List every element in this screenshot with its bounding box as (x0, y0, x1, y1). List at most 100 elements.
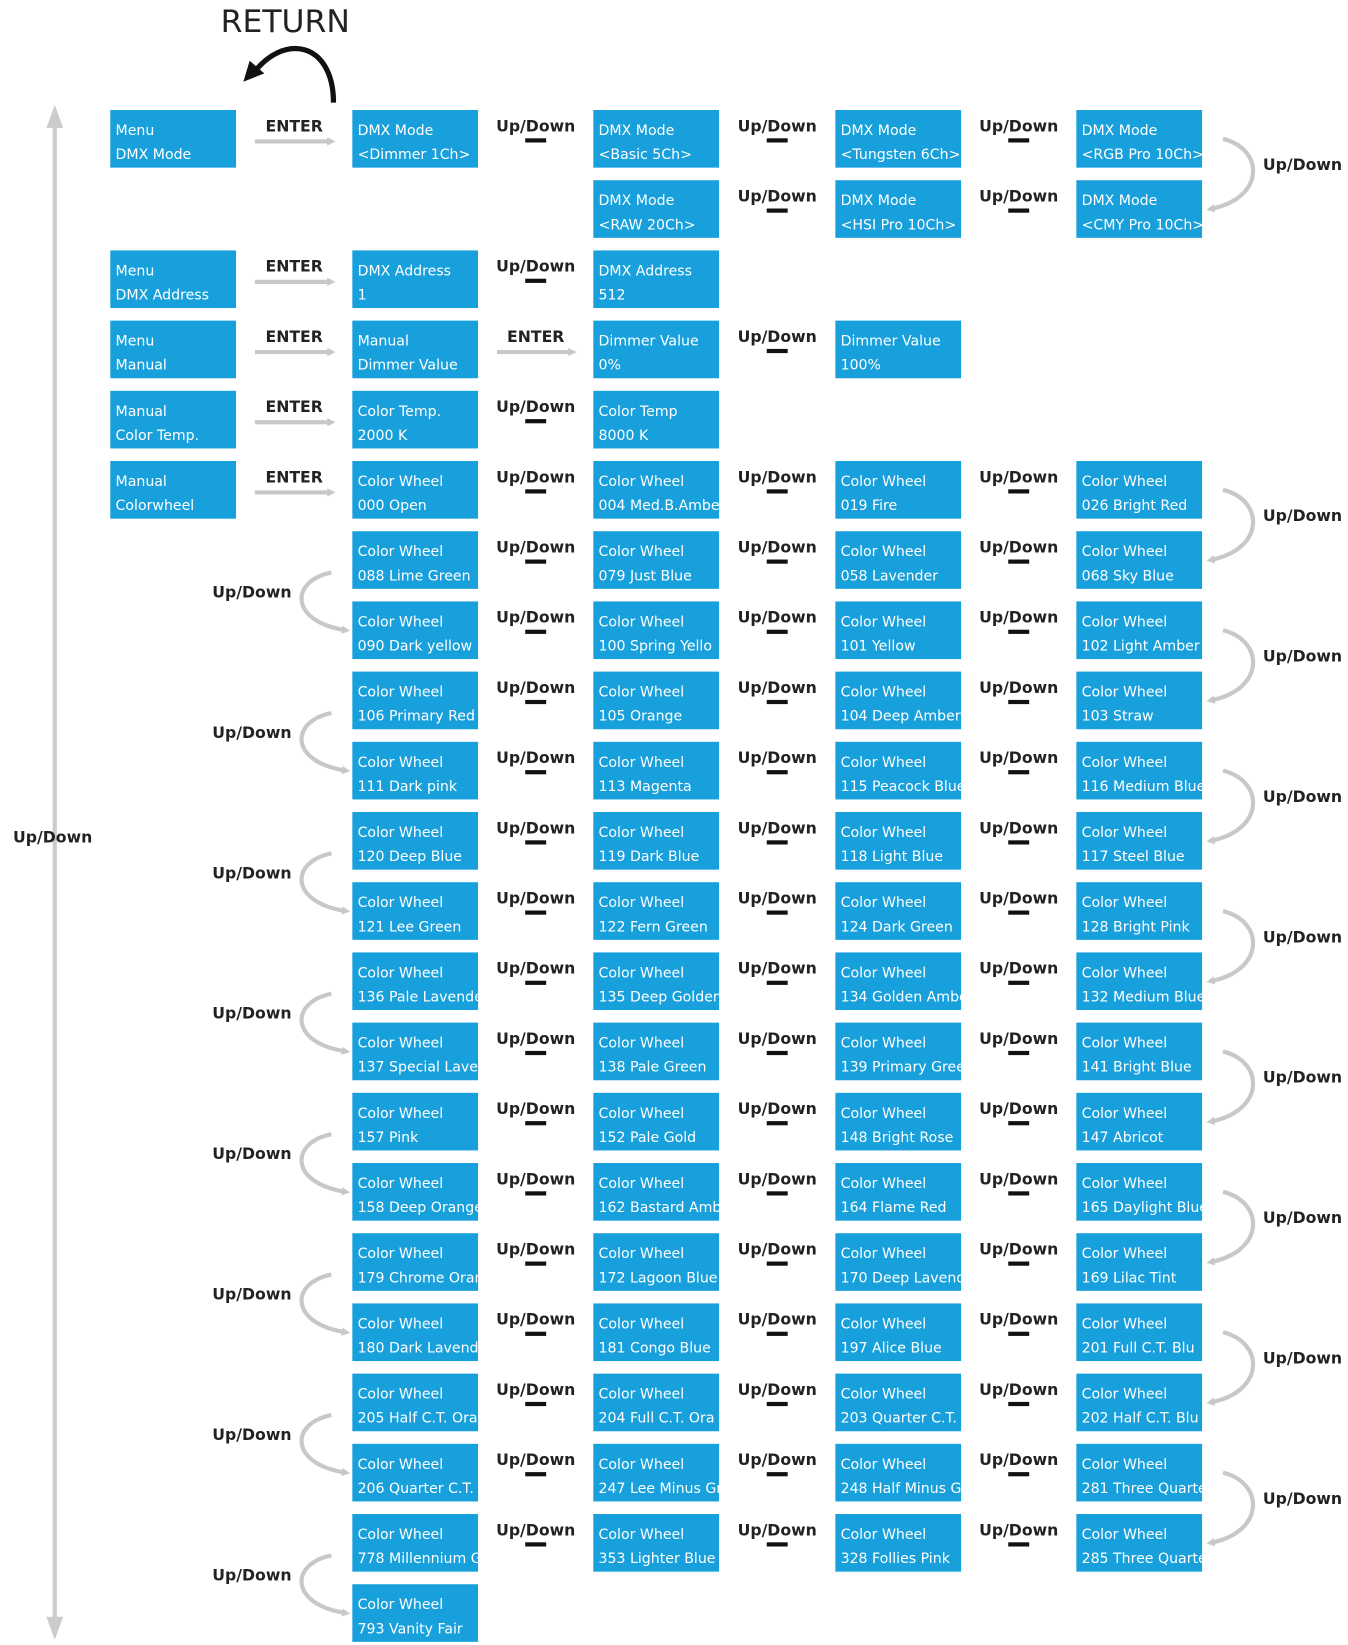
link-label: Up/Down (979, 1310, 1058, 1329)
box-line: 132 Medium Blue (1082, 989, 1206, 1005)
display-box (352, 110, 479, 168)
box-line: Colorwheel (116, 498, 195, 514)
display-box (835, 882, 962, 940)
box-line: Color Wheel (841, 895, 927, 911)
side-label: Up/Down (13, 828, 92, 847)
turn-arrow (1206, 1470, 1256, 1547)
link-label: Up/Down (979, 1169, 1058, 1188)
box-line: Color Wheel (599, 965, 685, 981)
display-box (1076, 531, 1203, 589)
dash (766, 208, 788, 213)
dash (525, 770, 547, 775)
dash (525, 138, 547, 143)
link-label: Up/Down (496, 257, 575, 276)
box-line: Menu (116, 263, 155, 279)
display-box (1076, 1022, 1203, 1081)
box-line: Color Wheel (358, 1597, 444, 1613)
turn-label: Up/Down (212, 1144, 291, 1163)
link-label: Up/Down (979, 1380, 1058, 1399)
box-line: 116 Medium Blue (1082, 779, 1206, 795)
box-line: Color Wheel (358, 1176, 444, 1192)
turn-arrow (299, 710, 351, 775)
display-box (593, 812, 720, 870)
link-label: Up/Down (496, 1169, 575, 1188)
display-box (1076, 601, 1203, 660)
display-box (352, 1373, 479, 1432)
dash (766, 770, 788, 775)
link-label: Up/Down (496, 959, 575, 978)
box-line: 203 Quarter C.T. (841, 1411, 957, 1427)
link-label: Up/Down (979, 537, 1058, 556)
box-line: Color Wheel (358, 474, 444, 490)
box-line: Color Wheel (841, 1316, 927, 1332)
turn-label: Up/Down (212, 1425, 291, 1444)
box-line: 2000 K (358, 428, 408, 444)
link-label: ENTER (265, 397, 322, 416)
turn-arrow (299, 1553, 351, 1617)
box-line: Color Wheel (358, 1106, 444, 1122)
box-line: 104 Deep Amber (841, 709, 961, 725)
display-box (835, 601, 962, 660)
dash (525, 419, 547, 424)
turn-arrow (1206, 628, 1256, 704)
link-label: Up/Down (979, 1450, 1058, 1469)
dash (525, 629, 547, 634)
dash (1008, 208, 1030, 213)
display-box (352, 741, 479, 800)
display-box (352, 320, 479, 379)
box-line: 026 Bright Red (1082, 498, 1188, 514)
link-label: Up/Down (496, 1239, 575, 1258)
display-box (352, 250, 479, 309)
display-box (1076, 1443, 1203, 1502)
display-box (352, 1584, 479, 1642)
box-line: Color Wheel (358, 1457, 444, 1473)
turn-label: Up/Down (1263, 1489, 1342, 1508)
box-line: Color Wheel (358, 1316, 444, 1332)
display-box (352, 1163, 479, 1221)
box-line: Color Wheel (841, 614, 927, 630)
box-line: DMX Mode (116, 147, 192, 163)
box-line: 139 Primary Green (841, 1060, 974, 1076)
box-line: Color Wheel (841, 544, 927, 560)
box-line: Color Wheel (599, 685, 685, 701)
link-label: Up/Down (496, 467, 575, 486)
link-label: Up/Down (738, 818, 817, 837)
link-label: Up/Down (738, 327, 817, 346)
dash (1008, 1542, 1030, 1547)
box-line: 205 Half C.T. Ora (358, 1411, 478, 1427)
link-label: Up/Down (979, 1099, 1058, 1118)
link-label: Up/Down (738, 748, 817, 767)
display-box (110, 320, 237, 379)
dash (525, 559, 547, 564)
dash (1008, 489, 1030, 494)
link-label: Up/Down (979, 678, 1058, 697)
box-line: Color Wheel (599, 1457, 685, 1473)
link-label: Up/Down (979, 186, 1058, 205)
turn-label: Up/Down (1263, 1068, 1342, 1087)
turn-label: Up/Down (212, 1285, 291, 1304)
display-box (835, 1233, 962, 1291)
box-line: 285 Three Quarte (1082, 1551, 1207, 1567)
link-label: Up/Down (738, 1099, 817, 1118)
dash (766, 910, 788, 915)
link-label: Up/Down (496, 1450, 575, 1469)
box-line: Color Wheel (1082, 755, 1168, 771)
box-line: 113 Magenta (599, 779, 692, 795)
box-line: Color Wheel (1082, 614, 1168, 630)
box-line: Dimmer Value (599, 334, 699, 350)
display-box (835, 461, 962, 519)
dash (766, 629, 788, 634)
box-line: Color Wheel (1082, 1316, 1168, 1332)
dash (525, 1191, 547, 1196)
box-line: <Dimmer 1Ch> (358, 147, 471, 163)
link-label: Up/Down (979, 748, 1058, 767)
display-box (352, 390, 479, 449)
turn-label: Up/Down (1263, 1208, 1342, 1227)
box-line: 248 Half Minus G (841, 1481, 962, 1497)
display-box (593, 1303, 720, 1362)
box-line: 170 Deep Lavende (841, 1270, 974, 1286)
box-line: Color Wheel (358, 895, 444, 911)
display-box (1076, 1092, 1203, 1151)
box-line: Color Wheel (1082, 1527, 1168, 1543)
turn-label: Up/Down (1263, 927, 1342, 946)
